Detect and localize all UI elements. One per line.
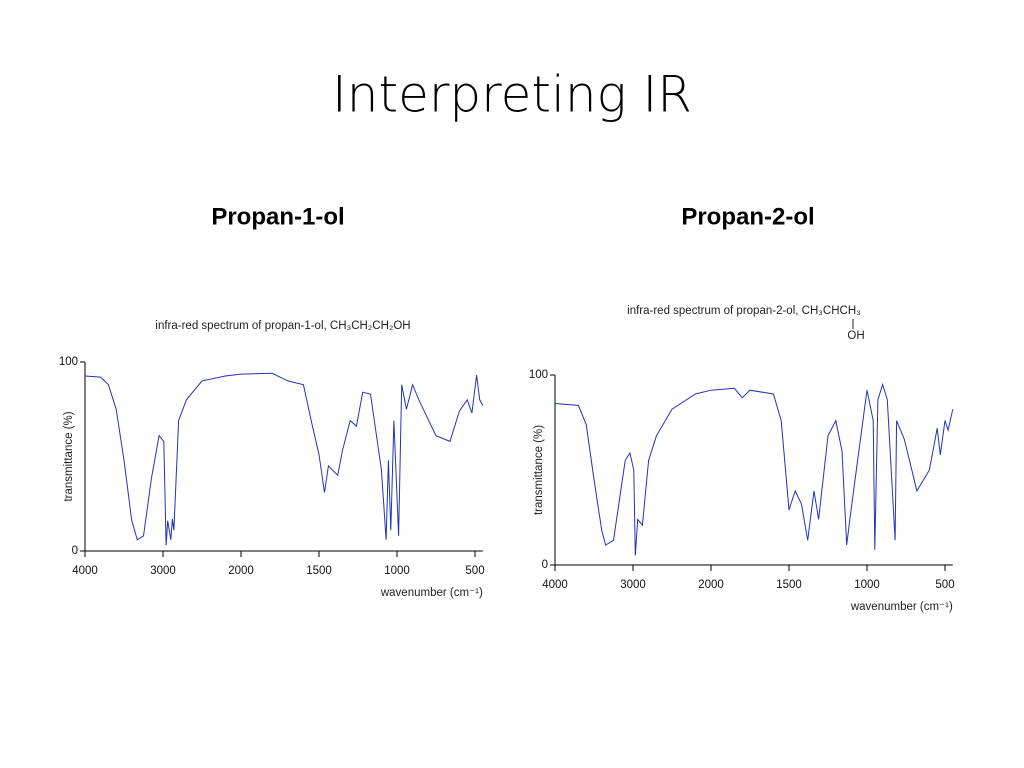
x-tick-label: 4000	[542, 579, 568, 591]
x-tick-label: 3000	[620, 579, 646, 591]
chart-title: infra-red spectrum of propan-2-ol, CH₃CH…	[627, 305, 861, 317]
y-tick-label: 100	[529, 369, 548, 381]
y-axis-label: transmittance (%)	[533, 425, 545, 515]
x-tick-label: 500	[465, 565, 484, 577]
x-tick-label: 1500	[776, 579, 802, 591]
x-axis-label: wavenumber (cm⁻¹)	[380, 587, 483, 599]
y-tick-label: 0	[72, 545, 78, 557]
x-tick-label: 3000	[150, 565, 176, 577]
y-axis-label: transmittance (%)	[63, 411, 75, 501]
y-tick-label: 0	[542, 559, 548, 571]
chart-heading: Propan-2-ol	[681, 203, 814, 230]
x-axis-label: wavenumber (cm⁻¹)	[850, 601, 953, 613]
annotation: OH	[847, 330, 864, 342]
spectrum-line	[84, 372, 484, 546]
chart-title: infra-red spectrum of propan-1-ol, CH₃CH…	[155, 320, 410, 332]
spectrum-line	[554, 382, 954, 556]
x-tick-label: 1000	[384, 565, 410, 577]
x-tick-label: 500	[935, 579, 954, 591]
x-tick-label: 1500	[306, 565, 332, 577]
chart-heading: Propan-1-ol	[211, 203, 344, 230]
x-tick-label: 2000	[698, 579, 724, 591]
x-tick-label: 4000	[72, 565, 98, 577]
slide-title: Interpreting IR	[332, 66, 692, 124]
x-tick-label: 2000	[228, 565, 254, 577]
y-tick-label: 100	[59, 356, 78, 368]
x-tick-label: 1000	[854, 579, 880, 591]
